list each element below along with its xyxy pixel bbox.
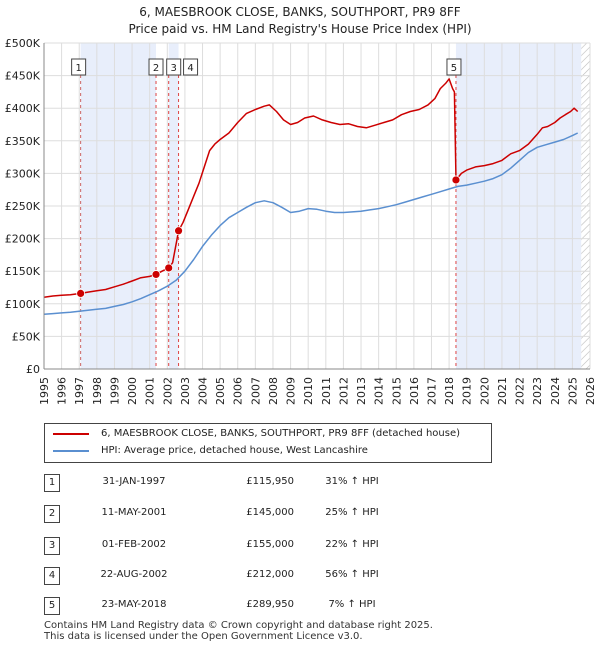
table-row: 4 22-AUG-2002 £212,000 56% ↑ HPI [44, 567, 564, 587]
footer-note: Contains HM Land Registry data © Crown c… [44, 620, 584, 642]
y-tick-label: £200K [5, 233, 41, 246]
transaction-date: 11-MAY-2001 [101, 507, 167, 518]
transaction-number-badge: 3 [44, 537, 60, 555]
marker-box-4 [183, 58, 199, 76]
x-tick-label: 2007 [249, 377, 262, 405]
transaction-number-badge: 2 [44, 505, 60, 523]
chart-title: 6, MAESBROOK CLOSE, BANKS, SOUTHPORT, PR… [139, 5, 461, 19]
transaction-hpi: 31% ↑ HPI [325, 476, 379, 487]
transaction-hpi: 22% ↑ HPI [325, 539, 379, 550]
y-tick-label: £500K [5, 37, 41, 50]
y-tick-label: £300K [5, 167, 41, 180]
x-tick-label: 2020 [478, 377, 491, 405]
transaction-price: £115,950 [246, 476, 294, 487]
license-line: This data is licensed under the Open Gov… [44, 631, 363, 642]
x-tick-label: 2016 [408, 377, 421, 405]
sale-point-1 [76, 289, 86, 298]
marker-box-2 [148, 58, 164, 76]
x-tick-label: 2010 [302, 377, 315, 405]
x-tick-label: 1997 [73, 377, 86, 405]
marker-box-1 [71, 58, 87, 76]
x-tick-label: 2005 [214, 377, 227, 405]
transaction-hpi: 56% ↑ HPI [325, 569, 379, 580]
transaction-number-badge: 5 [44, 597, 60, 615]
y-tick-label: £350K [5, 135, 41, 148]
legend-label-hpi: HPI: Average price, detached house, West… [101, 445, 368, 456]
x-tick-label: 2012 [337, 377, 350, 405]
x-tick-label: 2021 [496, 377, 509, 405]
marker-label-5: 5 [451, 63, 457, 74]
y-tick-label: £0 [26, 363, 40, 376]
x-tick-label: 2009 [285, 377, 298, 405]
y-tick-label: £450K [5, 70, 41, 83]
transaction-price: £289,950 [246, 599, 294, 610]
y-tick-label: £150K [5, 265, 41, 278]
transaction-price: £212,000 [246, 569, 294, 580]
transaction-number-badge: 4 [44, 567, 60, 585]
transaction-date: 01-FEB-2002 [101, 539, 167, 550]
x-tick-label: 2023 [531, 377, 544, 405]
x-tick-label: 2019 [461, 377, 474, 405]
marker-label-1: 1 [75, 63, 81, 74]
chart-subtitle: Price paid vs. HM Land Registry's House … [128, 22, 472, 36]
x-tick-label: 2022 [514, 377, 527, 405]
x-tick-label: 2000 [126, 377, 139, 405]
x-tick-label: 1996 [56, 377, 69, 405]
transaction-hpi: 7% ↑ HPI [328, 599, 376, 610]
x-tick-label: 2003 [179, 377, 192, 405]
table-row: 1 31-JAN-1997 £115,950 31% ↑ HPI [44, 474, 564, 494]
x-tick-label: 2013 [355, 377, 368, 405]
sale-point-2 [151, 270, 161, 279]
transaction-date: 23-MAY-2018 [101, 599, 167, 610]
x-tick-label: 2008 [267, 377, 280, 405]
x-tick-label: 2026 [584, 377, 597, 405]
table-row: 5 23-MAY-2018 £289,950 7% ↑ HPI [44, 597, 564, 617]
x-tick-label: 2017 [425, 377, 438, 405]
transaction-date: 22-AUG-2002 [100, 569, 168, 580]
transaction-hpi: 25% ↑ HPI [325, 507, 379, 518]
x-tick-label: 2018 [443, 377, 456, 405]
x-tick-label: 2011 [320, 377, 333, 405]
marker-label-3: 3 [171, 63, 177, 74]
table-row: 3 01-FEB-2002 £155,000 22% ↑ HPI [44, 537, 564, 557]
legend-label-property: 6, MAESBROOK CLOSE, BANKS, SOUTHPORT, PR… [101, 428, 461, 439]
marker-box-5 [446, 58, 462, 76]
x-tick-label: 1999 [108, 377, 121, 405]
x-tick-label: 2014 [373, 377, 386, 405]
marker-label-4: 4 [187, 63, 193, 74]
y-tick-label: £50K [12, 330, 41, 343]
legend-swatch-property [53, 433, 89, 435]
copyright-line: Contains HM Land Registry data © Crown c… [44, 620, 433, 631]
marker-label-2: 2 [153, 63, 159, 74]
sale-point-3 [164, 263, 174, 273]
transaction-price: £155,000 [246, 539, 294, 550]
marker-box-3 [166, 58, 182, 76]
x-tick-label: 2001 [144, 377, 157, 405]
x-tick-label: 2002 [161, 377, 174, 405]
transaction-price: £145,000 [246, 507, 294, 518]
x-tick-label: 1998 [91, 377, 104, 405]
x-tick-label: 2025 [566, 377, 579, 405]
y-tick-label: £250K [5, 200, 41, 213]
hpi-series-line [43, 132, 579, 315]
table-row: 2 11-MAY-2001 £145,000 25% ↑ HPI [44, 505, 564, 525]
y-tick-label: £400K [5, 102, 41, 115]
sale-point-4 [174, 226, 183, 236]
transaction-date: 31-JAN-1997 [102, 476, 166, 487]
x-tick-label: 1995 [38, 377, 51, 405]
x-tick-label: 2024 [549, 377, 562, 405]
x-tick-label: 2006 [232, 377, 245, 405]
sale-point-5 [451, 175, 461, 185]
x-tick-label: 2004 [197, 377, 210, 405]
y-tick-label: £100K [5, 298, 41, 311]
legend: 6, MAESBROOK CLOSE, BANKS, SOUTHPORT, PR… [44, 423, 492, 463]
transaction-number-badge: 1 [44, 474, 60, 492]
legend-swatch-hpi [53, 450, 89, 452]
x-tick-label: 2015 [390, 377, 403, 405]
